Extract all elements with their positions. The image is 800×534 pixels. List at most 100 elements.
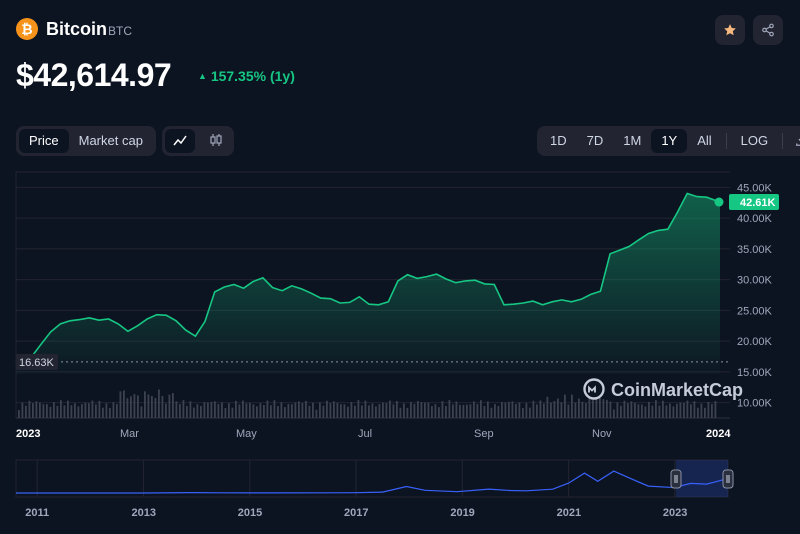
volume-bar (168, 394, 171, 418)
line-chart-icon (173, 135, 187, 146)
volume-bar (609, 401, 612, 418)
volume-bar (333, 401, 335, 418)
volume-bar (112, 402, 115, 418)
volume-bar (357, 400, 360, 418)
volume-bar (655, 400, 657, 418)
volume-bar (462, 404, 465, 418)
volume-bar (529, 407, 531, 418)
volume-bar (46, 404, 48, 418)
tab-market-cap[interactable]: Market cap (78, 133, 143, 148)
volume-bar (361, 405, 363, 418)
volume-bar (672, 406, 675, 418)
volume-bar (413, 404, 416, 418)
svg-text:42.61K: 42.61K (740, 197, 776, 209)
range-7d[interactable]: 7D (586, 133, 604, 148)
line-chart-button[interactable] (165, 129, 195, 153)
volume-bar (193, 407, 195, 418)
volume-bar (424, 402, 426, 418)
volume-bar (186, 405, 188, 418)
volume-bar (214, 401, 216, 418)
navigator-year-label: 2019 (450, 507, 474, 519)
volume-bar (364, 400, 367, 418)
volume-bar (592, 399, 594, 418)
volume-bar (284, 407, 286, 418)
share-button[interactable] (753, 15, 783, 45)
navigator-year-label: 2023 (663, 507, 687, 519)
volume-bar (130, 396, 132, 418)
volume-bar (189, 401, 192, 418)
volume-bar (67, 400, 69, 418)
volume-bar (224, 407, 227, 418)
volume-bar (648, 401, 650, 418)
volume-bar (602, 399, 605, 418)
volume-bar (581, 401, 584, 418)
volume-bar (476, 404, 479, 418)
volume-bar (266, 400, 269, 418)
volume-bar (74, 403, 76, 418)
volume-bar (595, 396, 598, 418)
range-1y[interactable]: 1Y (651, 129, 688, 153)
navigator-right-handle[interactable] (722, 469, 734, 489)
x-tick-label: Jul (358, 428, 372, 440)
volume-bar (511, 401, 514, 418)
x-tick-label: May (236, 428, 257, 440)
volume-bar (686, 400, 689, 418)
download-button[interactable] (787, 129, 800, 153)
volume-bar (452, 404, 454, 418)
volume-bar (497, 405, 500, 418)
volume-bar (126, 398, 129, 418)
volume-bar (368, 405, 370, 418)
tab-price[interactable]: Price (19, 129, 69, 153)
candlestick-chart-button[interactable] (201, 129, 231, 153)
range-1d[interactable]: 1D (550, 133, 567, 148)
volume-bar (693, 401, 696, 418)
volume-bar (382, 402, 384, 418)
volume-bar (644, 406, 647, 418)
x-tick-label: 2024 (706, 428, 731, 440)
watermark-text: CoinMarketCap (611, 380, 743, 400)
volume-bar (711, 404, 713, 418)
volume-bar (550, 402, 552, 418)
volume-bar (350, 402, 353, 418)
volume-bar (347, 406, 349, 418)
volume-bar (252, 404, 255, 418)
volume-bar (389, 400, 391, 418)
chart-style-toggle (162, 126, 234, 156)
volume-bar (81, 404, 83, 418)
volume-bar (616, 402, 619, 418)
x-tick-label: Mar (120, 428, 139, 440)
volume-bar (88, 403, 90, 418)
navigator-left-handle[interactable] (670, 469, 682, 489)
volume-bar (455, 401, 458, 418)
candlestick-icon (210, 134, 222, 146)
volume-bar (154, 398, 157, 418)
volume-bar (518, 402, 521, 418)
volume-bar (665, 405, 668, 418)
volume-bar (714, 401, 717, 418)
navigator-selection[interactable] (676, 460, 728, 497)
volume-bar (560, 402, 563, 418)
volume-bar (312, 402, 314, 418)
volume-bar (144, 391, 146, 418)
coinmarketcap-logo-icon (583, 378, 605, 400)
volume-bar (620, 405, 622, 418)
y-tick-label: 10.00K (737, 398, 773, 410)
range-1m[interactable]: 1M (623, 133, 642, 148)
star-icon (724, 24, 736, 36)
volume-bar (606, 399, 608, 418)
volume-bar (32, 403, 34, 418)
volume-bar (301, 402, 304, 418)
range-all[interactable]: All (697, 133, 712, 148)
current-price-dot (714, 197, 724, 207)
divider (782, 133, 784, 149)
volume-bar (217, 404, 220, 418)
volume-bar (294, 402, 297, 418)
volume-bar (280, 402, 283, 418)
volume-bar (287, 403, 290, 418)
volume-bar (553, 401, 556, 418)
watchlist-star-button[interactable] (715, 15, 745, 45)
volume-bar (329, 403, 332, 418)
log-scale-toggle[interactable]: LOG (740, 133, 769, 148)
volume-bar (490, 407, 493, 418)
y-tick-label: 25.00K (737, 305, 773, 317)
